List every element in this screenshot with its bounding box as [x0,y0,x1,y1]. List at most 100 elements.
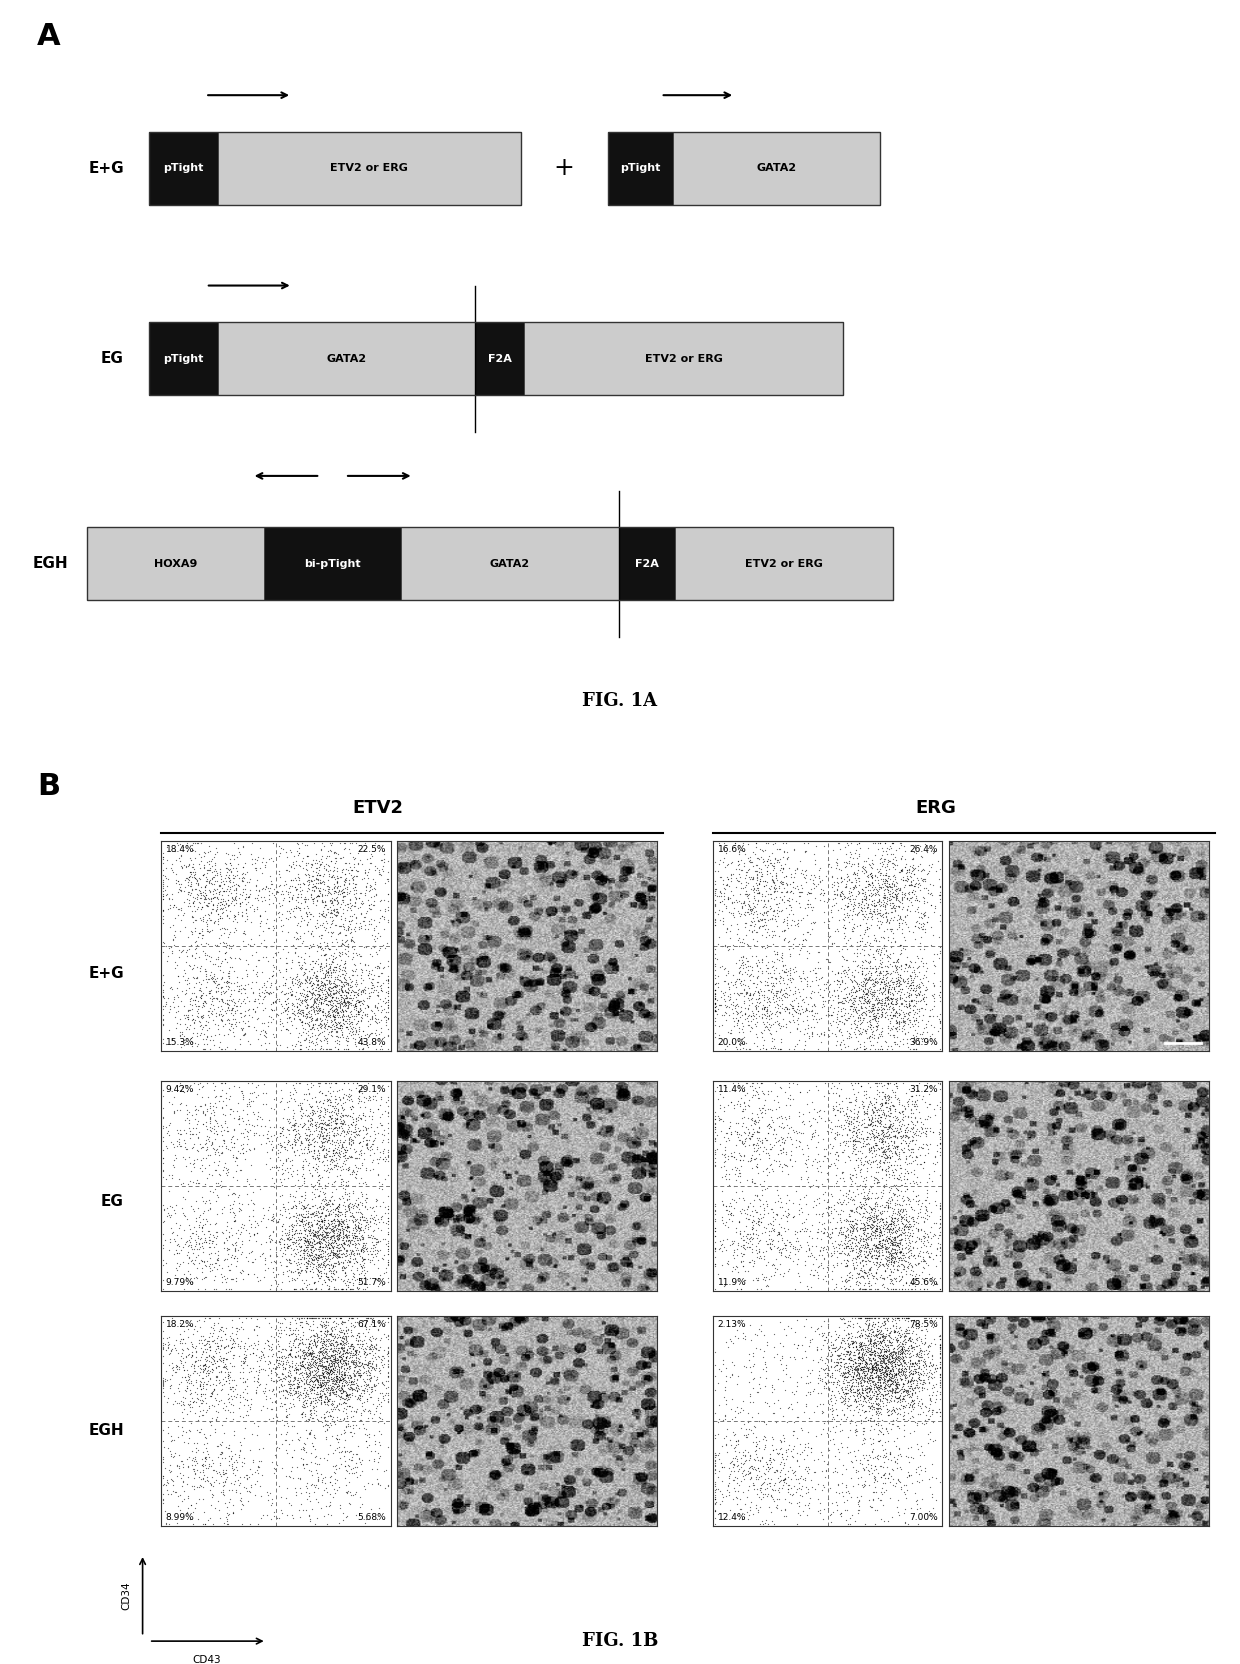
Point [805,1446,825,1473]
Point [775,997,795,1023]
Point [722,1228,742,1255]
Point [277,1403,296,1429]
Point [352,990,372,1017]
Point [290,1343,310,1369]
Point [885,1241,905,1268]
Point [787,910,807,937]
Point [887,1326,906,1353]
Point [298,1151,317,1178]
Point [192,1389,212,1416]
Point [187,988,207,1015]
Point [884,1345,904,1371]
Point [316,1151,336,1178]
Point [847,937,867,963]
Point [308,1113,327,1140]
Point [303,1233,322,1260]
Point [219,1082,239,1108]
Point [306,997,326,1023]
Point [858,1231,878,1258]
Point [320,1137,340,1163]
Point [350,940,370,967]
Point [838,988,858,1015]
Point [190,1208,210,1235]
Point [870,1316,890,1343]
Point [851,1343,870,1369]
Point [233,1350,253,1376]
Point [327,874,347,900]
Point [298,1310,317,1336]
Point [236,1330,255,1356]
Point [918,953,937,980]
Point [377,930,397,957]
Point [257,1092,277,1118]
Point [870,1117,890,1143]
Point [329,1346,348,1373]
Point [751,1205,771,1231]
Point [867,1353,887,1379]
Point [835,1325,854,1351]
Point [745,1153,765,1180]
Point [299,935,319,962]
Point [846,982,866,1008]
Point [873,1173,893,1200]
Point [332,1275,352,1301]
Point [914,1348,934,1374]
Point [337,930,357,957]
Point [874,1196,894,1223]
Point [299,1341,319,1368]
Point [854,1113,874,1140]
Point [322,1379,342,1406]
Point [365,1438,384,1464]
Point [894,1093,914,1120]
Point [260,978,280,1005]
Point [744,1132,764,1158]
Point [874,1381,894,1408]
Point [315,1353,335,1379]
Point [334,1364,353,1391]
Point [272,892,291,919]
Point [910,877,930,904]
Point [347,1215,367,1241]
Point [239,1223,259,1250]
Point [899,1216,919,1243]
Point [330,1216,350,1243]
Point [734,1449,754,1476]
Point [784,1331,804,1358]
Point [325,1323,345,1350]
Point [882,1416,901,1443]
Point [315,1206,335,1233]
Point [200,978,219,1005]
Point [301,1496,321,1523]
Point [329,1243,348,1270]
Point [181,1409,201,1436]
Point [228,1466,248,1493]
Point [176,1228,196,1255]
Point [861,1225,880,1251]
Point [285,1345,305,1371]
Point [737,978,756,1005]
Point [905,982,925,1008]
Point [280,963,300,990]
Point [866,1245,885,1271]
Point [857,915,877,942]
Point [911,1340,931,1366]
Point [872,1359,892,1386]
Point [326,1364,346,1391]
Point [722,1348,742,1374]
Point [164,1085,184,1112]
Point [872,1100,892,1127]
Point [875,1028,895,1055]
Point [919,1190,939,1216]
Point [327,1018,347,1045]
Point [305,948,325,975]
Point [878,942,898,968]
Point [179,880,198,907]
Point [879,1216,899,1243]
Point [224,992,244,1018]
Point [862,1112,882,1138]
Point [348,998,368,1025]
Point [373,1003,393,1030]
Point [335,1438,355,1464]
Point [222,889,242,915]
Point [201,1348,221,1374]
